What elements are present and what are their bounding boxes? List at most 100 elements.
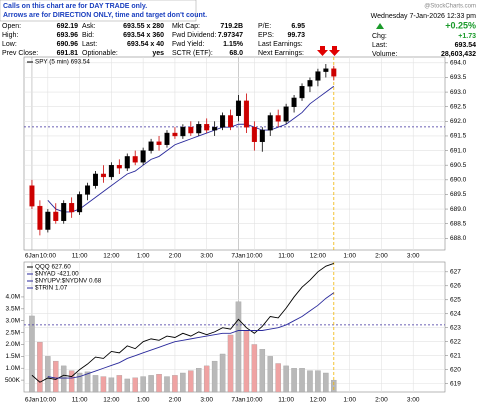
x-tick-label: 10:00	[246, 253, 263, 260]
volume-bar	[188, 370, 194, 393]
volume-bar	[315, 370, 321, 393]
quote-label: Volume:	[372, 51, 397, 58]
volume-bar	[68, 370, 75, 393]
candle-body	[307, 80, 313, 87]
y2-tick-label: 4.0M	[6, 294, 20, 301]
candle-body	[267, 115, 273, 131]
watermark: @StockCharts.com	[424, 4, 476, 10]
note-line: Arrows are for DIRECTION ONLY, time and …	[3, 12, 207, 19]
header-label: SCTR (ETF):	[172, 50, 213, 57]
volume-bar	[100, 376, 107, 393]
candle-body	[299, 86, 305, 99]
candle-body	[196, 124, 202, 134]
volume-bar	[243, 330, 250, 393]
candle-body	[124, 156, 130, 169]
volume-bar	[251, 344, 258, 393]
y-tick-label: 689.0	[450, 206, 467, 213]
volume-bar	[172, 375, 178, 393]
y2-tick-label: 1.0M	[6, 365, 20, 372]
volume-bar	[116, 375, 123, 393]
header-value: 693.54 x 40	[127, 41, 164, 48]
legend-label: SPY (5 min) 693.54	[35, 59, 90, 66]
x-tick-label: 2:00	[169, 253, 182, 260]
x-tick-label: 3:00	[407, 253, 420, 260]
header-value: 6.95	[291, 23, 305, 30]
candle-body	[100, 173, 106, 178]
y-tick-label: 688.5	[450, 220, 467, 227]
volume-bar	[124, 378, 131, 393]
direction-arrows	[317, 46, 340, 56]
header-value: 693.55 x 280	[123, 23, 164, 30]
volume-bar	[299, 368, 305, 393]
header-label: Prev Close:	[2, 50, 38, 57]
candle-body	[172, 132, 178, 137]
volume-bar	[331, 379, 337, 393]
y2-tick-label: 500K	[5, 377, 21, 384]
x-tick-label: 10:00	[40, 253, 57, 260]
candle-body	[116, 164, 122, 169]
y2-tick-label: 1.5M	[6, 353, 20, 360]
candle-body	[188, 126, 194, 134]
quote-value: 693.54	[455, 42, 477, 49]
header-label: Fwd Dividend:	[172, 32, 216, 39]
x-tick-label: 11:00	[278, 397, 294, 404]
y-tick-label: 691.5	[450, 133, 467, 140]
y-tick-label: 620	[450, 366, 461, 373]
y-tick-label: 690.0	[450, 177, 467, 184]
note-box	[0, 0, 197, 22]
y2-tick-label: 2.5M	[6, 329, 20, 336]
y-tick-label: 693.0	[450, 89, 467, 96]
candle-body	[45, 211, 51, 230]
candle-body	[69, 203, 75, 213]
candle-body	[92, 173, 98, 186]
candle-body	[283, 106, 289, 122]
header-label: P/E:	[258, 23, 271, 30]
candle-body	[148, 141, 154, 151]
candle-body	[204, 124, 210, 131]
volume-bar	[283, 365, 289, 393]
candle-body	[61, 203, 67, 221]
header-label: High:	[2, 32, 18, 39]
candle-body	[132, 156, 138, 163]
x-tick-label: 7Jan	[231, 253, 245, 260]
volume-bar	[196, 368, 202, 393]
x-tick-label: 11:00	[72, 253, 88, 260]
header-label: Open:	[2, 23, 21, 30]
y-tick-label: 692.0	[450, 118, 467, 125]
volume-bar	[291, 368, 297, 393]
volume-bar	[84, 371, 91, 393]
candle-body	[140, 150, 146, 163]
header-value: 693.54 x 360	[123, 32, 164, 39]
y-tick-label: 688.0	[450, 235, 467, 242]
y-tick-label: 694.0	[450, 60, 467, 67]
x-tick-label: 1:00	[343, 253, 356, 260]
quote-label: Chg:	[372, 33, 387, 40]
y-tick-label: 626	[450, 282, 461, 289]
header-value: 693.96	[57, 32, 79, 39]
candle-body	[275, 115, 281, 122]
candle-body	[259, 129, 265, 143]
candle-body	[323, 68, 329, 72]
header-label: Mkt Cap:	[172, 23, 200, 30]
candle-body	[220, 115, 226, 128]
candle-body	[29, 185, 35, 207]
candle-body	[108, 164, 114, 178]
y2-tick-label: 2.0M	[6, 341, 20, 348]
plot-area	[23, 56, 446, 251]
legend-label: QQQ 627.60	[35, 264, 71, 271]
y2-tick-label: 3.0M	[6, 317, 20, 324]
header-value: 692.19	[57, 23, 79, 30]
volume-bar	[37, 341, 43, 393]
x-tick-label: 6Jan	[25, 397, 39, 404]
y-tick-label: 693.5	[450, 74, 467, 81]
x-tick-label: 3:00	[407, 397, 420, 404]
x-tick-label: 7Jan	[231, 397, 245, 404]
volume-bar	[29, 315, 35, 393]
volume-bar	[180, 372, 186, 393]
legend-label: $NYAD -421.00	[35, 271, 79, 278]
x-tick-label: 3:00	[200, 397, 213, 404]
volume-bar	[203, 365, 210, 393]
y-tick-label: 623	[450, 324, 461, 331]
candle-body	[291, 97, 297, 107]
